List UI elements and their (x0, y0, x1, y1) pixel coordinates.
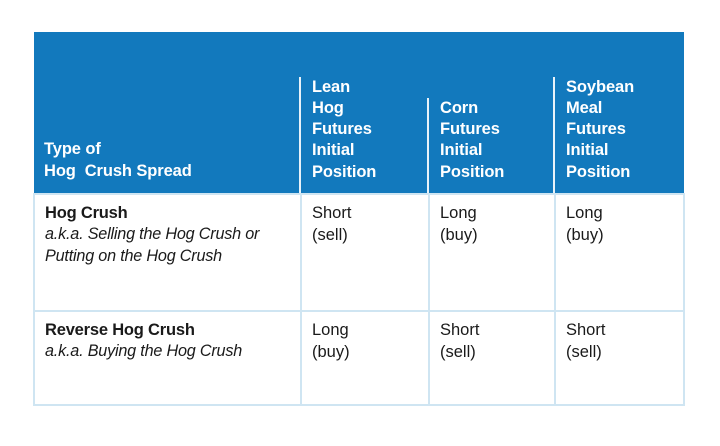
position-direction: Long (312, 321, 349, 339)
column-header-line: Initial (440, 141, 483, 160)
cell-hog-crush-corn: Long (buy) (428, 193, 556, 312)
position-direction: Short (440, 321, 480, 339)
column-header-line: Lean (312, 77, 351, 96)
row-title: Reverse Hog Crush (45, 321, 195, 339)
hog-crush-spread-table: Type of Hog Crush Spread Lean Hog Future… (33, 32, 685, 406)
column-header-line: Type of (44, 140, 101, 159)
hog-crush-spread-table-wrapper: Type of Hog Crush Spread Lean Hog Future… (33, 32, 685, 406)
column-header-line: Initial (312, 141, 355, 160)
cell-reverse-hog-crush-corn: Short (sell) (428, 310, 556, 406)
column-header-line: Corn (440, 98, 479, 117)
table-body: Hog Crush a.k.a. Selling the Hog Crush o… (33, 193, 685, 406)
column-header-type-of-spread: Type of Hog Crush Spread (34, 32, 301, 194)
row-subtitle: a.k.a. Selling the Hog Crush or Putting … (45, 225, 260, 265)
position-action: (sell) (440, 342, 476, 361)
column-header-corn-futures: Corn Futures Initial Position (427, 32, 555, 194)
position-direction: Short (312, 204, 352, 222)
position-action: (buy) (566, 225, 604, 244)
column-header-line: Position (312, 162, 377, 181)
cell-reverse-hog-crush-lean-hog: Long (buy) (300, 310, 430, 406)
column-header-line: Hog (312, 98, 344, 117)
column-header-lean-hog-futures: Lean Hog Futures Initial Position (299, 32, 429, 194)
row-label-hog-crush: Hog Crush a.k.a. Selling the Hog Crush o… (33, 193, 302, 312)
column-header-line: Position (566, 162, 631, 181)
column-header-line: Meal (566, 98, 603, 117)
column-header-line: Futures (312, 120, 372, 139)
position-direction: Short (566, 321, 606, 339)
column-header-line: Initial (566, 141, 609, 160)
column-header-line: Hog Crush Spread (44, 161, 192, 180)
cell-reverse-hog-crush-soybean-meal: Short (sell) (554, 310, 685, 406)
position-action: (sell) (566, 342, 602, 361)
table-header: Type of Hog Crush Spread Lean Hog Future… (34, 32, 684, 194)
table-row: Reverse Hog Crush a.k.a. Buying the Hog … (33, 310, 685, 406)
cell-hog-crush-lean-hog: Short (sell) (300, 193, 430, 312)
column-header-line: Futures (440, 120, 500, 139)
table-row: Hog Crush a.k.a. Selling the Hog Crush o… (33, 193, 685, 312)
row-label-reverse-hog-crush: Reverse Hog Crush a.k.a. Buying the Hog … (33, 310, 302, 406)
position-action: (sell) (312, 225, 348, 244)
position-action: (buy) (440, 225, 478, 244)
position-direction: Long (440, 204, 477, 222)
row-title: Hog Crush (45, 204, 128, 222)
position-action: (buy) (312, 342, 350, 361)
column-header-line: Soybean (566, 77, 635, 96)
table-header-row: Type of Hog Crush Spread Lean Hog Future… (34, 32, 684, 194)
cell-hog-crush-soybean-meal: Long (buy) (554, 193, 685, 312)
row-subtitle: a.k.a. Buying the Hog Crush (45, 342, 243, 361)
column-header-line: Futures (566, 120, 626, 139)
column-header-line: Position (440, 162, 505, 181)
position-direction: Long (566, 204, 603, 222)
column-header-soybean-meal-futures: Soybean Meal Futures Initial Position (553, 32, 684, 194)
